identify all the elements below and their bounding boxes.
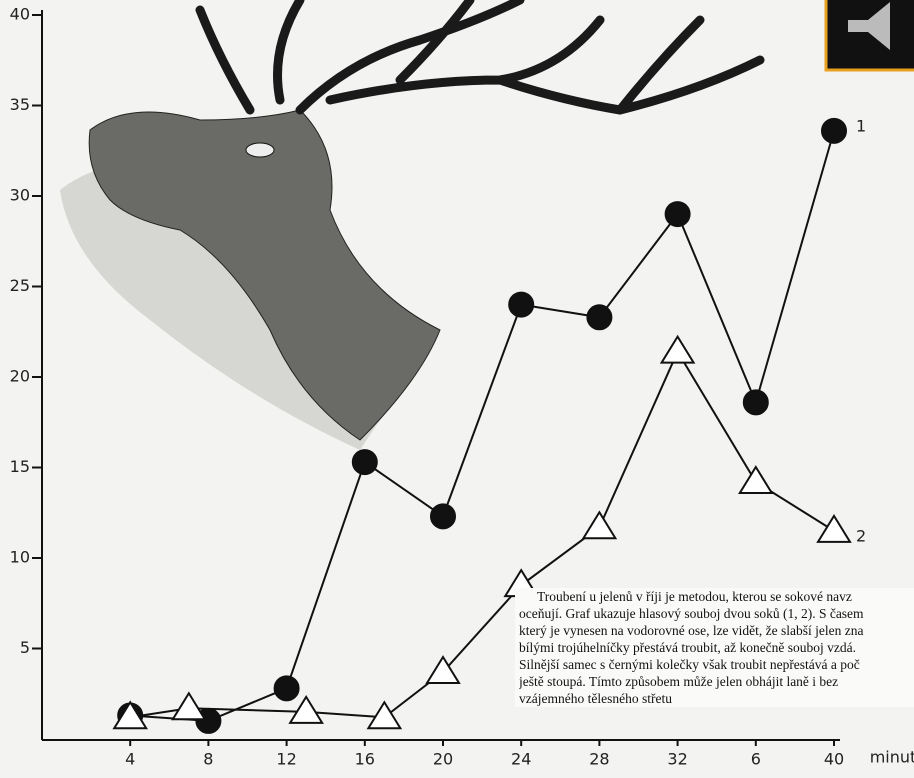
x-tick-label: 16: [355, 750, 375, 769]
y-tick-label: 40: [10, 5, 30, 24]
marker: [508, 291, 535, 318]
marker: [821, 117, 847, 144]
marker: [171, 691, 207, 721]
annotation-line: který je vynesen na vodorovné ose, lze v…: [519, 623, 864, 638]
x-tick-label: 8: [203, 750, 213, 769]
x-axis-label: minut: [870, 748, 914, 767]
y-tick-label: 5: [20, 638, 30, 657]
marker: [351, 449, 378, 476]
y-tick-label: 35: [10, 95, 30, 114]
y-tick-label: 30: [10, 186, 30, 205]
marker: [288, 694, 324, 724]
marker: [586, 304, 613, 331]
series-line: [130, 349, 835, 719]
x-tick-label: 28: [589, 750, 609, 769]
x-tick-label: 6: [751, 750, 761, 769]
y-tick-label: 15: [10, 457, 30, 476]
annotation-line: Silnější samec s černými kolečky však tr…: [519, 657, 860, 672]
annotation-line: bílými trojúhelníčky přestává troubit, a…: [519, 640, 857, 655]
marker: [273, 675, 300, 702]
marker: [659, 334, 696, 364]
series-line: [130, 130, 835, 722]
annotation: Troubení u jelenů v říji je metodou, kte…: [515, 588, 914, 707]
marker: [425, 655, 461, 685]
y-tick-label: 10: [10, 548, 30, 567]
marker: [366, 700, 403, 730]
marker: [664, 201, 691, 228]
series-label: 2: [856, 526, 866, 545]
x-tick-label: 4: [125, 750, 135, 769]
y-tick-label: 25: [10, 276, 30, 295]
marker: [816, 513, 852, 543]
annotation-line: oceňují. Graf ukazuje hlasový souboj dvo…: [519, 606, 864, 621]
marker: [112, 700, 148, 730]
deer-illustration: [60, 0, 765, 451]
x-tick-label: 24: [511, 750, 531, 769]
y-tick-label: 20: [10, 367, 30, 386]
annotation-line: Troubení u jelenů v říji je metodou, kte…: [537, 589, 852, 604]
marker: [581, 510, 618, 540]
x-tick-label: 40: [824, 750, 844, 769]
marker: [742, 389, 769, 416]
x-tick-label: 20: [433, 750, 453, 769]
x-tick-label: 32: [667, 750, 687, 769]
x-tick-label: 12: [276, 750, 296, 769]
marker: [430, 503, 456, 530]
annotation-line: ještě stoupá. Tímto způsobem může jelen …: [519, 674, 839, 689]
marker: [738, 465, 774, 494]
annotation-line: vzájemného tělesného střetu: [519, 691, 672, 706]
speaker-icon[interactable]: [824, 0, 914, 72]
series-label: 1: [856, 116, 866, 135]
